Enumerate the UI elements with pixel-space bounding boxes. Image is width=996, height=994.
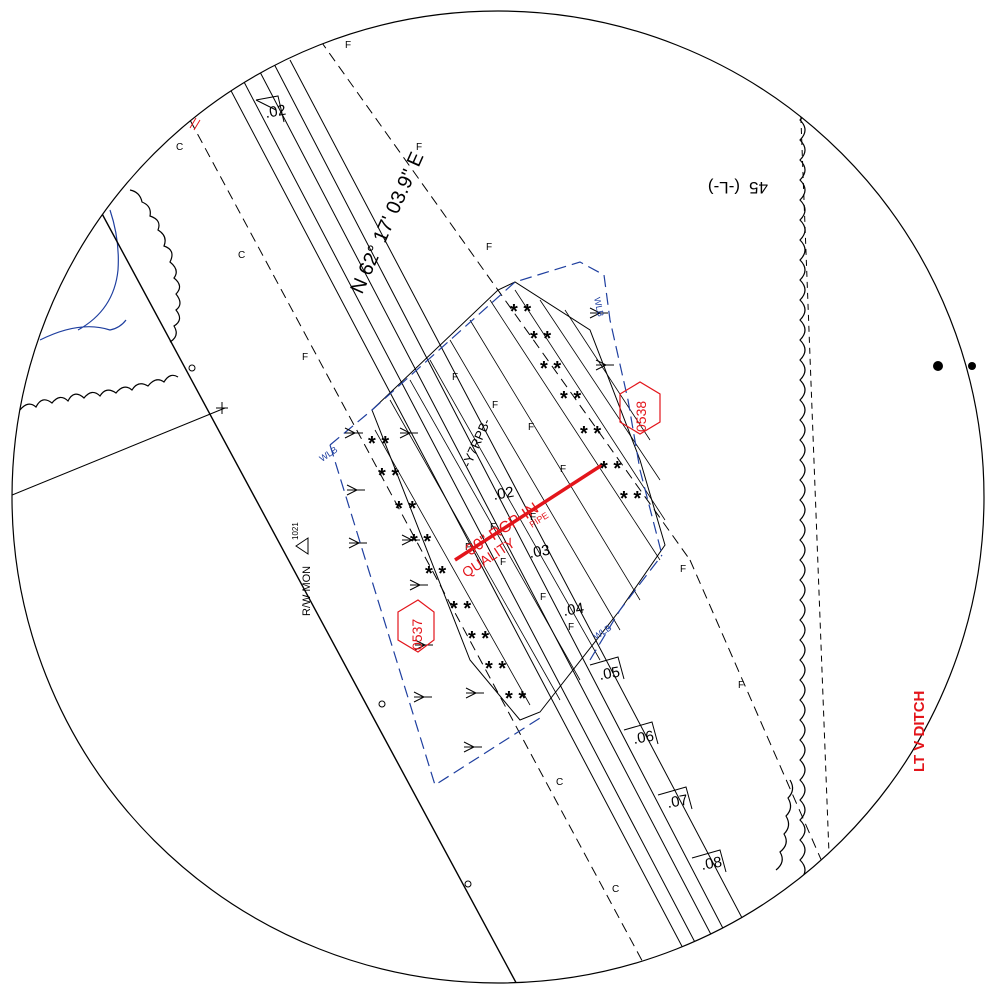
station-tick: .06 <box>632 728 655 748</box>
svg-text:F: F <box>452 372 458 383</box>
monument-triangle-icon <box>295 537 309 555</box>
woods-line-left <box>19 189 181 411</box>
svg-text:* *: * * <box>600 458 621 480</box>
svg-text:* *: * * <box>560 388 581 410</box>
svg-text:F: F <box>492 400 498 411</box>
monument-number: 1021 <box>291 522 300 540</box>
station-tick: .03 <box>528 542 551 562</box>
svg-text:F: F <box>486 242 492 253</box>
point-dot <box>933 361 943 371</box>
svg-text:* *: * * <box>505 688 526 710</box>
station-tick: .07 <box>666 792 689 812</box>
svg-text:* *: * * <box>368 433 389 455</box>
svg-text:0537: 0537 <box>409 619 425 650</box>
svg-text:F: F <box>540 592 546 603</box>
svg-text:F: F <box>680 564 686 575</box>
station-tick: .05 <box>598 664 621 684</box>
svg-text:F: F <box>530 512 536 523</box>
station-tick: .02 <box>492 484 515 504</box>
svg-text:* *: * * <box>530 328 551 350</box>
svg-text:* *: * * <box>485 658 506 680</box>
svg-text:F: F <box>465 542 471 553</box>
svg-text:* *: * * <box>378 465 399 487</box>
svg-text:* *: * * <box>395 498 416 520</box>
station-suffix-label: (-L-) <box>708 178 740 197</box>
row-monument-label: R/W MON <box>301 566 313 616</box>
svg-text:F: F <box>302 352 308 363</box>
site-id-0537: 0537 <box>397 599 435 653</box>
svg-text:C: C <box>238 250 245 261</box>
svg-text:C: C <box>612 884 619 895</box>
svg-text:F: F <box>560 464 566 475</box>
svg-text:C: C <box>556 777 563 788</box>
svg-text:F: F <box>738 680 744 691</box>
station-tick: .08 <box>700 854 723 874</box>
ditch-label: LT V DITCH <box>911 691 928 772</box>
svg-text:* *: * * <box>510 301 531 323</box>
survey-tick <box>189 117 201 131</box>
svg-text:F: F <box>568 622 574 633</box>
svg-text:F: F <box>416 142 422 153</box>
svg-text:* *: * * <box>468 628 489 650</box>
svg-text:F: F <box>500 557 506 568</box>
station-label: 45 <box>749 178 768 197</box>
station-tick: .02 <box>264 102 287 122</box>
svg-text:* *: * * <box>620 488 641 510</box>
svg-text:F: F <box>490 522 496 533</box>
svg-text:* *: * * <box>580 423 601 445</box>
swamp-symbols: * ** ** * * ** ** * * ** ** * * ** ** * … <box>368 301 641 710</box>
pipe-line <box>454 463 603 562</box>
point-dot-2 <box>968 362 976 370</box>
svg-text:* *: * * <box>540 358 561 380</box>
svg-text:* *: * * <box>410 531 431 553</box>
svg-text:* *: * * <box>450 598 471 620</box>
station-tick-boxes <box>255 95 727 873</box>
svg-text:WLB: WLB <box>592 296 606 317</box>
alignment-label: -Y7RPB- <box>459 416 494 469</box>
site-id-0538: 0538 <box>619 381 661 435</box>
svg-text:F: F <box>345 40 351 51</box>
marsh-symbols <box>344 307 614 753</box>
svg-text:WLB: WLB <box>318 444 340 463</box>
row-markers <box>188 364 472 888</box>
svg-text:* *: * * <box>425 563 446 585</box>
station-ticks: .02 .02 .03 .04 .05 .06 .07 .08 <box>264 102 723 874</box>
detail-circle <box>11 10 985 984</box>
svg-text:F: F <box>528 422 534 433</box>
bearing-label: N 62° 17' 03.9" E <box>346 149 428 297</box>
svg-text:0538: 0538 <box>633 401 649 432</box>
roadway-lines <box>12 39 831 983</box>
woods-line-right <box>775 99 806 881</box>
fill-cut-marks: F F F F F F F F F F F F F F F F C C C C <box>176 40 744 895</box>
impact-area-hatch <box>371 281 666 721</box>
svg-text:C: C <box>176 142 183 153</box>
station-tick: .04 <box>562 600 585 620</box>
wetland-boundary <box>329 261 663 786</box>
